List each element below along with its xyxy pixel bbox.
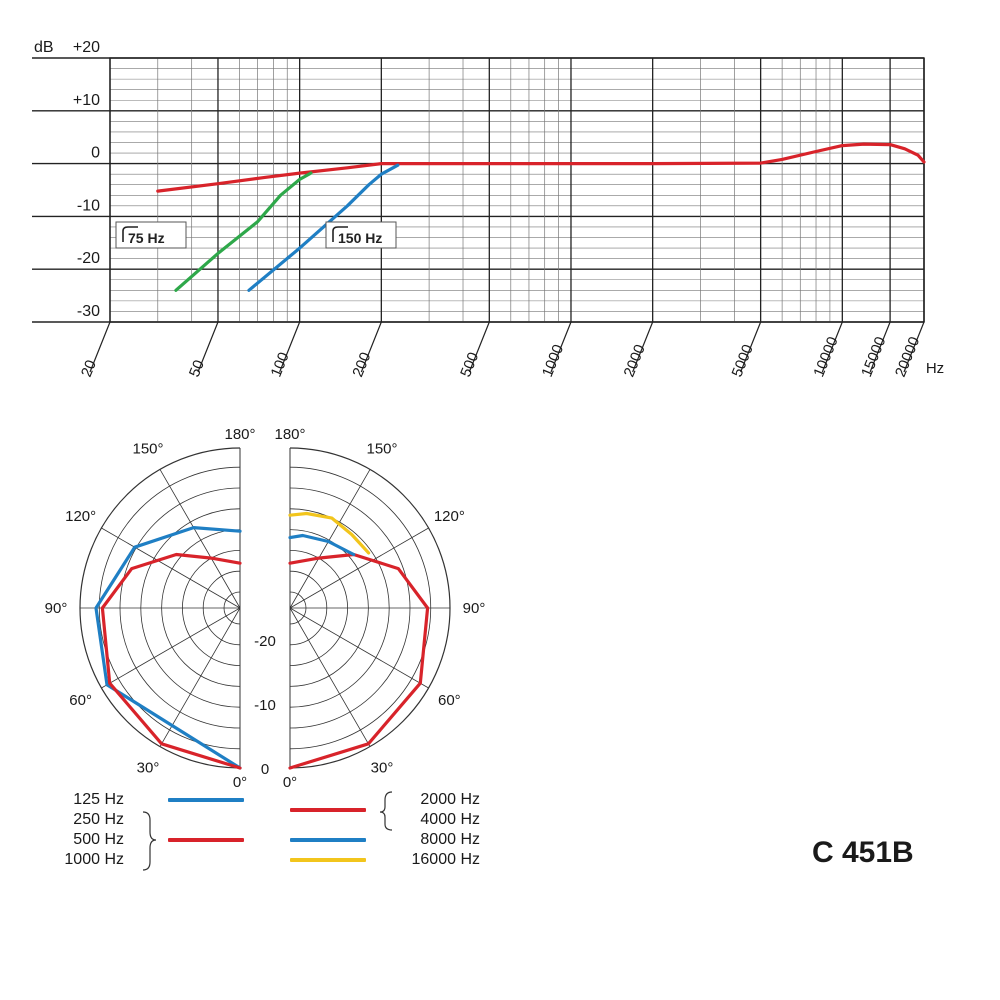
angle-label-right: 30° [371, 759, 394, 776]
radial-label: 0 [261, 761, 269, 778]
highpass-filter-icon [332, 226, 348, 242]
frequency-response-chart: 20 50 100 200 500 1000 2000 5000 10000 15000 20000… [32, 39, 944, 380]
legend-label-8000hz: 8000 Hz [420, 831, 480, 848]
polar-curve-4 [288, 511, 371, 555]
angle-label-right: 60° [438, 692, 461, 709]
legend-bracket-left [142, 811, 157, 871]
highpass-filter-icon [122, 226, 138, 242]
x-tick-mark [740, 321, 762, 373]
polar-curve-2 [288, 552, 430, 770]
angle-label-left: 90° [45, 600, 68, 617]
x-tick-mark [360, 321, 382, 373]
x-tick-mark [279, 321, 301, 373]
y-tick-label: -10 [77, 197, 100, 214]
x-tick-mark [89, 321, 111, 373]
x-tick-label: 20 [78, 358, 100, 380]
y-tick-label: -30 [77, 303, 100, 320]
legend-label-1000hz: 1000 Hz [64, 851, 124, 868]
x-tick-mark [632, 321, 654, 373]
legend-bracket-right [379, 791, 393, 831]
radial-label: -10 [254, 697, 276, 714]
angle-label-left: 150° [132, 441, 163, 458]
legend-line-yellow-right [290, 858, 366, 862]
polar-spoke-left [159, 607, 241, 747]
x-tick-label: 50 [186, 358, 208, 380]
response-curve-1 [174, 171, 313, 292]
y-tick-label: 0 [91, 145, 100, 162]
legend-label-16000hz: 16000 Hz [411, 851, 481, 868]
angle-label-right: 120° [434, 508, 465, 525]
polar-spoke-right [289, 607, 429, 689]
angle-label-right: 180° [274, 426, 305, 443]
polar-spoke-left [101, 607, 241, 689]
polar-curve-1 [100, 552, 242, 770]
radial-label: -20 [254, 633, 276, 650]
angle-label-left: 60° [69, 692, 92, 709]
polar-pattern-chart: 180° 180° 150° 150° 120° 120° 90° 90° 60° 60° 30° 3… [45, 426, 486, 790]
angle-label-left: 0° [233, 774, 247, 790]
angle-label-left: 30° [137, 759, 160, 776]
response-curve-0 [156, 142, 926, 193]
y-tick-label: +10 [73, 92, 100, 109]
x-axis-label: Hz [926, 360, 944, 377]
y-tick-label: -20 [77, 250, 100, 267]
x-tick-mark [197, 321, 219, 373]
legend-label-250hz: 250 Hz [73, 811, 124, 828]
polar-curve-3 [288, 533, 356, 557]
angle-label-left: 180° [224, 426, 255, 443]
y-tick-label: +20 [73, 39, 100, 56]
legend-line-red-right [290, 808, 366, 812]
legend-line-red-left [168, 838, 244, 842]
legend-line-blue-right [290, 838, 366, 842]
angle-label-right: 90° [463, 600, 486, 617]
legend-label-125hz: 125 Hz [73, 791, 124, 808]
polar-spoke-right [289, 469, 371, 609]
angle-label-right: 150° [366, 441, 397, 458]
polar-spoke-right [289, 607, 371, 747]
legend-line-blue-left [168, 798, 244, 802]
x-tick-mark [903, 321, 925, 373]
filter-label-0: 75 Hz [128, 230, 165, 246]
legend-label-500hz: 500 Hz [73, 831, 124, 848]
x-tick-mark [869, 321, 891, 373]
angle-label-left: 120° [65, 508, 96, 525]
angle-label-right: 0° [283, 774, 297, 790]
y-axis-label: dB [34, 39, 54, 56]
response-curve-2 [247, 163, 400, 292]
polar-spoke-right [289, 527, 429, 609]
polar-curve-0 [94, 526, 242, 770]
plot-frame [109, 57, 925, 323]
polar-spoke-left [101, 527, 241, 609]
x-tick-mark [468, 321, 490, 373]
x-tick-mark [550, 321, 572, 373]
filter-label-1: 150 Hz [338, 230, 382, 246]
polar-spoke-left [159, 469, 241, 609]
x-tick-mark [821, 321, 843, 373]
model-name: C 451B [812, 836, 914, 869]
legend-label-2000hz: 2000 Hz [420, 791, 480, 808]
legend-label-4000hz: 4000 Hz [420, 811, 480, 828]
